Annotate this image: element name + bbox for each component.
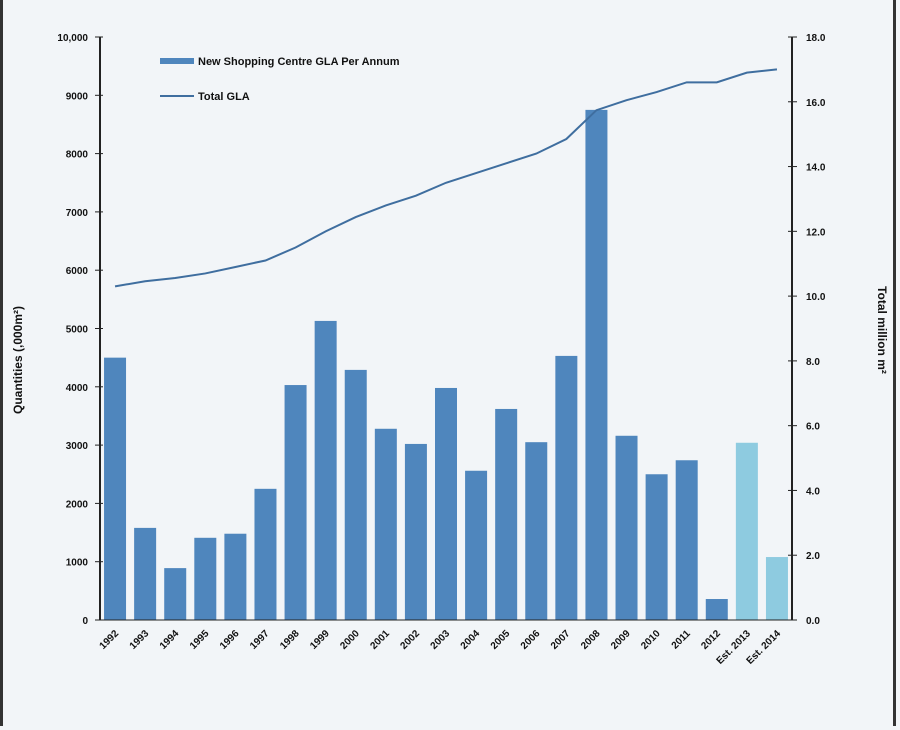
y-tick-label-right: 10.0 xyxy=(806,292,826,303)
x-tick-label: 2007 xyxy=(549,628,573,652)
x-tick-label: 2010 xyxy=(639,628,663,652)
bar-2004 xyxy=(465,470,488,620)
legend-swatch-line xyxy=(160,95,194,97)
x-tick-label: 1997 xyxy=(248,628,272,652)
y-tick-label-right: 0.0 xyxy=(806,616,820,627)
x-tick-label: 1996 xyxy=(218,628,242,652)
x-tick-label: 2001 xyxy=(368,628,392,652)
y-tick-label-left: 7000 xyxy=(66,208,89,219)
bar-2000 xyxy=(344,369,367,620)
y-tick-label-right: 18.0 xyxy=(806,33,826,44)
bar-2011 xyxy=(675,460,698,620)
bar-est-2014 xyxy=(765,557,788,620)
x-tick-label: 2005 xyxy=(489,628,513,652)
bar-1992 xyxy=(104,357,127,620)
x-tick-label: 2002 xyxy=(399,628,423,652)
y-tick-label-left: 1000 xyxy=(66,558,89,569)
y-tick-label-right: 2.0 xyxy=(806,551,820,562)
bar-2007 xyxy=(555,355,578,620)
x-tick-label: 1995 xyxy=(188,628,212,652)
y-tick-label-right: 12.0 xyxy=(806,227,826,238)
bar-1997 xyxy=(254,488,277,620)
bar-1998 xyxy=(284,385,307,620)
x-tick-label: 2012 xyxy=(699,628,723,652)
bar-1999 xyxy=(314,320,337,620)
bar-2006 xyxy=(525,442,548,620)
x-tick-label: 1999 xyxy=(308,628,332,652)
legend-label-line: Total GLA xyxy=(198,91,250,103)
bar-2012 xyxy=(705,599,728,620)
y-tick-label-right: 14.0 xyxy=(806,163,826,174)
y-tick-label-left: 3000 xyxy=(66,441,89,452)
y-tick-label-left: 0 xyxy=(82,616,88,627)
bar-est-2013 xyxy=(735,442,758,620)
x-tick-label: 2009 xyxy=(609,628,633,652)
y-tick-label-right: 6.0 xyxy=(806,422,820,433)
x-tick-label: 1992 xyxy=(98,628,122,652)
y-tick-label-left: 9000 xyxy=(66,91,89,102)
x-tick-label: 2004 xyxy=(459,628,483,652)
axes: 0 1000 2000 3000 4000 5000 6000 7000 8000 9000 10,… xyxy=(57,33,825,627)
y-axis-label-right: Total million m² xyxy=(875,286,889,374)
x-tick-label: 1994 xyxy=(158,628,182,652)
bar-2005 xyxy=(495,408,518,620)
x-tick-labels: 1992 1993 1994 1995 1996 1997 1998 1999 2000 2001… xyxy=(98,628,784,667)
y-tick-label-left: 4000 xyxy=(66,383,89,394)
x-tick-label: 1993 xyxy=(128,628,152,652)
x-tick-label: 2003 xyxy=(429,628,453,652)
bar-2008 xyxy=(585,109,608,620)
legend: New Shopping Centre GLA Per Annum Total … xyxy=(160,56,400,103)
y-tick-label-left: 6000 xyxy=(66,266,89,277)
bar-2002 xyxy=(404,443,427,620)
x-tick-label: 2011 xyxy=(670,628,693,651)
bar-1994 xyxy=(164,568,187,620)
y-tick-label-right: 4.0 xyxy=(806,486,820,497)
y-tick-label-left: 10,000 xyxy=(57,33,88,44)
bar-2010 xyxy=(645,474,668,620)
legend-swatch-bar xyxy=(160,58,194,64)
bar-1995 xyxy=(194,537,217,620)
y-tick-label-left: 2000 xyxy=(66,499,89,510)
x-tick-label: 2008 xyxy=(579,628,603,652)
bar-2003 xyxy=(435,387,457,620)
x-tick-label: 2006 xyxy=(519,628,543,652)
bar-1996 xyxy=(224,533,247,620)
total-gla-line xyxy=(114,68,778,288)
bar-1993 xyxy=(134,527,157,620)
bar-2001 xyxy=(374,428,397,620)
x-tick-label: 2000 xyxy=(338,628,362,652)
bar-series xyxy=(104,109,788,620)
legend-label-bar: New Shopping Centre GLA Per Annum xyxy=(198,56,400,68)
y-axis-label-left: Quantities (,000m²) xyxy=(11,306,25,414)
y-tick-label-right: 8.0 xyxy=(806,357,820,368)
y-tick-label-left: 5000 xyxy=(66,325,89,336)
y-tick-label-right: 16.0 xyxy=(806,98,826,109)
x-tick-label: 1998 xyxy=(278,628,302,652)
y-tick-label-left: 8000 xyxy=(66,150,89,161)
bar-2009 xyxy=(615,435,638,620)
